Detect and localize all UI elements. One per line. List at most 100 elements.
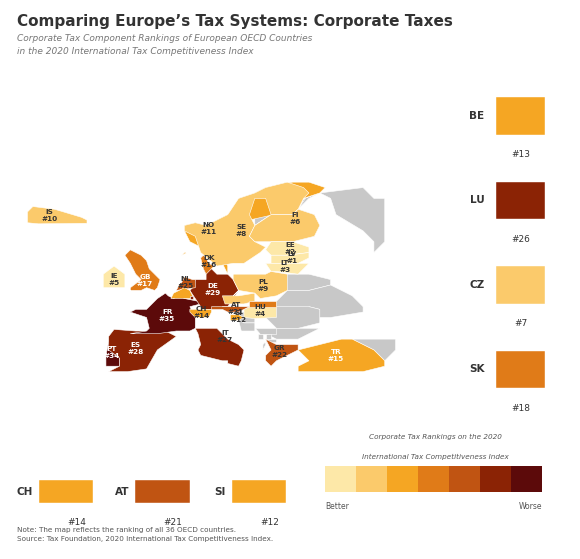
Polygon shape	[249, 301, 277, 307]
Polygon shape	[103, 266, 125, 288]
Text: HU
#4: HU #4	[255, 305, 266, 318]
Text: IT
#27: IT #27	[217, 330, 233, 343]
Text: EE
#2: EE #2	[284, 242, 296, 255]
Text: SK: SK	[469, 364, 484, 375]
FancyBboxPatch shape	[450, 466, 480, 492]
Polygon shape	[266, 328, 320, 339]
Text: Source: Tax Foundation, 2020 International Tax Competitiveness Index.: Source: Tax Foundation, 2020 Internation…	[17, 536, 274, 542]
Polygon shape	[176, 277, 195, 291]
Text: #21: #21	[164, 518, 183, 527]
Text: LT
#3: LT #3	[279, 259, 290, 273]
FancyBboxPatch shape	[480, 466, 511, 492]
Text: TR
#15: TR #15	[328, 349, 344, 362]
Polygon shape	[258, 334, 263, 339]
Text: Comparing Europe’s Tax Systems: Corporate Taxes: Comparing Europe’s Tax Systems: Corporat…	[17, 14, 454, 29]
Text: Corporate Tax Rankings on the 2020: Corporate Tax Rankings on the 2020	[368, 434, 502, 440]
Polygon shape	[182, 182, 325, 274]
Polygon shape	[125, 250, 160, 296]
FancyBboxPatch shape	[496, 97, 545, 135]
Text: GR
#22: GR #22	[271, 344, 287, 358]
FancyBboxPatch shape	[418, 466, 450, 492]
Polygon shape	[263, 339, 266, 350]
Polygon shape	[222, 293, 255, 304]
Polygon shape	[244, 307, 277, 319]
Polygon shape	[130, 293, 201, 334]
Text: Worse: Worse	[519, 502, 542, 511]
Text: GB
#17: GB #17	[137, 274, 153, 287]
FancyBboxPatch shape	[136, 480, 190, 503]
Text: DE
#29: DE #29	[205, 283, 221, 296]
Polygon shape	[266, 307, 320, 328]
Polygon shape	[238, 320, 255, 331]
Polygon shape	[27, 206, 87, 224]
Text: LU: LU	[470, 195, 484, 205]
Text: CZ: CZ	[469, 280, 484, 290]
Text: Note: The map reflects the ranking of all 36 OECD countries.: Note: The map reflects the ranking of al…	[17, 527, 237, 533]
Text: SI
#12: SI #12	[230, 310, 246, 324]
Text: International Tax Competitiveness Index: International Tax Competitiveness Index	[361, 454, 509, 461]
Polygon shape	[190, 296, 193, 299]
Polygon shape	[212, 307, 249, 312]
Polygon shape	[195, 328, 244, 366]
Text: CH: CH	[17, 487, 33, 497]
Text: IE
#5: IE #5	[108, 273, 119, 286]
Text: #12: #12	[260, 518, 279, 527]
Text: Corporate Tax Component Rankings of European OECD Countries: Corporate Tax Component Rankings of Euro…	[17, 34, 313, 42]
Polygon shape	[309, 307, 320, 318]
Text: #18: #18	[512, 404, 530, 413]
Polygon shape	[106, 339, 122, 366]
Text: #26: #26	[512, 235, 530, 244]
Text: @TaxFoundation: @TaxFoundation	[488, 541, 568, 551]
Polygon shape	[255, 328, 277, 334]
Text: in the 2020 International Tax Competitiveness Index: in the 2020 International Tax Competitiv…	[17, 47, 254, 56]
Polygon shape	[201, 255, 214, 274]
Text: TAX FOUNDATION: TAX FOUNDATION	[12, 539, 135, 552]
FancyBboxPatch shape	[356, 466, 387, 492]
FancyBboxPatch shape	[232, 480, 287, 503]
FancyBboxPatch shape	[387, 466, 418, 492]
Text: DK
#16: DK #16	[201, 255, 217, 268]
Polygon shape	[190, 309, 212, 318]
Polygon shape	[266, 339, 277, 342]
Text: LV
#1: LV #1	[286, 252, 297, 264]
Polygon shape	[190, 269, 238, 309]
Text: NO
#11: NO #11	[201, 222, 217, 235]
Polygon shape	[233, 272, 287, 299]
Text: BE: BE	[469, 111, 484, 121]
Polygon shape	[352, 339, 396, 361]
Polygon shape	[266, 263, 309, 274]
Text: SE
#8: SE #8	[235, 224, 247, 238]
Polygon shape	[230, 312, 255, 323]
Text: AT
#21: AT #21	[228, 302, 244, 315]
Text: Better: Better	[325, 502, 349, 511]
Polygon shape	[266, 334, 271, 339]
FancyBboxPatch shape	[496, 266, 545, 304]
FancyBboxPatch shape	[325, 466, 356, 492]
Text: AT: AT	[115, 487, 129, 497]
Polygon shape	[249, 209, 320, 241]
Text: #7: #7	[514, 319, 527, 328]
Text: #14: #14	[67, 518, 86, 527]
FancyBboxPatch shape	[511, 466, 542, 492]
Polygon shape	[171, 288, 193, 299]
Polygon shape	[266, 241, 309, 255]
Polygon shape	[298, 339, 385, 372]
Text: SI: SI	[215, 487, 226, 497]
Text: ES
#28: ES #28	[128, 342, 144, 356]
FancyBboxPatch shape	[39, 480, 93, 503]
Polygon shape	[271, 253, 309, 263]
Polygon shape	[230, 315, 244, 320]
FancyBboxPatch shape	[496, 182, 545, 219]
Polygon shape	[266, 339, 298, 366]
Polygon shape	[184, 182, 385, 269]
Polygon shape	[277, 285, 363, 318]
Text: PT
#34: PT #34	[103, 345, 119, 359]
Text: FI
#6: FI #6	[290, 212, 301, 225]
Text: CH
#14: CH #14	[194, 306, 210, 319]
Text: FR
#35: FR #35	[159, 309, 175, 323]
Polygon shape	[282, 274, 331, 291]
Text: NL
#25: NL #25	[178, 276, 194, 290]
FancyBboxPatch shape	[496, 350, 545, 388]
Polygon shape	[108, 329, 176, 372]
Polygon shape	[184, 182, 309, 266]
